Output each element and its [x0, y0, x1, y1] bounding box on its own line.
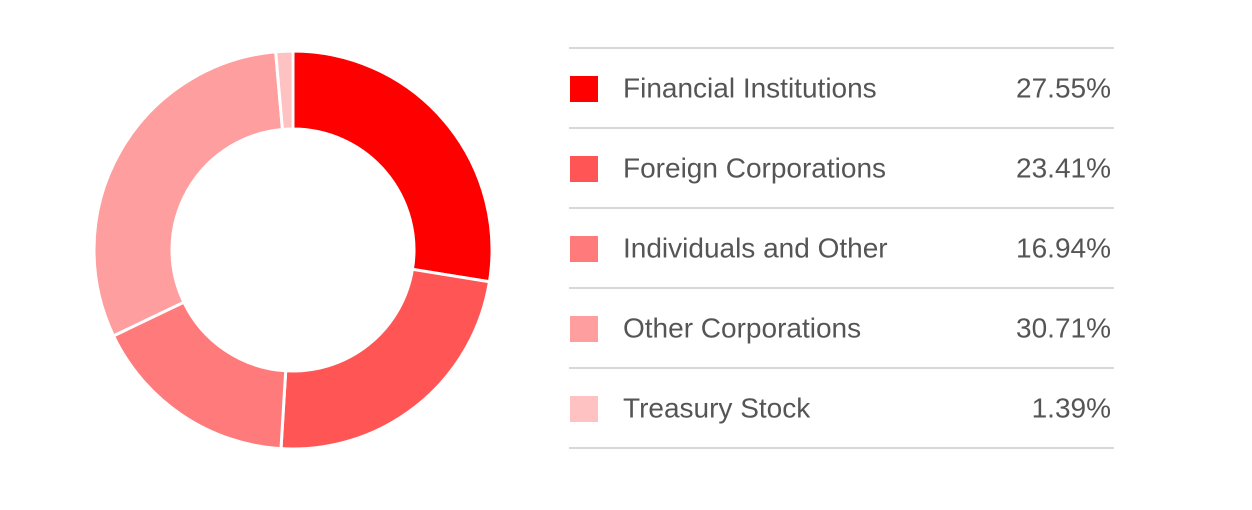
legend-swatch — [570, 156, 598, 182]
donut-slice — [291, 49, 494, 284]
value-label: 27.55% — [1016, 72, 1111, 103]
legend-label: Individuals and Other — [623, 232, 888, 263]
value-label: 30.71% — [1016, 312, 1111, 343]
value-label: 23.41% — [1016, 152, 1111, 183]
legend-swatch — [570, 76, 598, 102]
legend-label: Other Corporations — [623, 312, 861, 343]
legend-swatch — [570, 396, 598, 422]
legend-label: Treasury Stock — [623, 392, 811, 423]
donut-slice — [279, 267, 492, 451]
value-label: 16.94% — [1016, 232, 1111, 263]
value-label: 1.39% — [1032, 392, 1111, 423]
legend-label: Foreign Corporations — [623, 152, 886, 183]
donut-slice — [274, 49, 295, 132]
legend-label: Financial Institutions — [623, 72, 877, 103]
legend-swatch — [570, 316, 598, 342]
donut-slice — [92, 50, 285, 338]
legend-swatch — [570, 236, 598, 262]
